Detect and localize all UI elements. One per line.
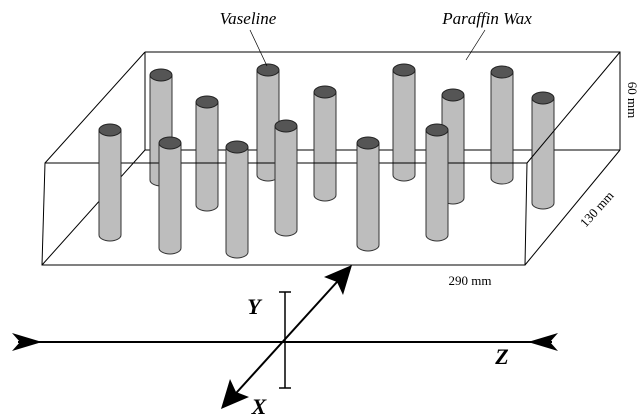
cylinder-top <box>425 123 449 137</box>
dimension: 130 mm <box>577 188 617 230</box>
axis-label: Z <box>494 344 508 369</box>
dimension: 290 mm <box>449 273 492 288</box>
cylinder <box>425 129 449 242</box>
axes <box>12 265 558 409</box>
cylinder-top <box>274 119 298 133</box>
cylinder-top <box>531 91 555 105</box>
cylinder-top <box>225 140 249 154</box>
cylinder <box>356 142 380 252</box>
cylinder <box>225 146 249 259</box>
axis-label: Y <box>247 294 263 319</box>
cylinder <box>158 142 182 255</box>
cylinder <box>392 69 416 182</box>
cylinders-back <box>149 63 555 212</box>
cylinder-top <box>149 68 173 82</box>
cylinder-top <box>256 63 280 77</box>
cylinder-top <box>98 123 122 137</box>
cylinder-top <box>392 63 416 77</box>
cylinder <box>490 71 514 185</box>
cylinder <box>531 97 555 210</box>
cylinder <box>313 91 337 202</box>
cylinder-top <box>158 136 182 150</box>
cylinder-top <box>356 136 380 150</box>
axis-label: X <box>251 394 268 417</box>
cylinder <box>274 125 298 237</box>
dimension: 60 mm <box>625 82 640 118</box>
label: Vaseline <box>220 9 277 28</box>
leader <box>249 29 268 67</box>
cylinder-top <box>490 65 514 79</box>
leader <box>465 29 486 61</box>
cylinder-top <box>313 85 337 99</box>
cylinder <box>98 129 122 242</box>
cylinder-top <box>441 88 465 102</box>
cylinder-top <box>195 95 219 109</box>
cylinders-front <box>98 119 449 259</box>
label: Paraffin Wax <box>441 9 532 28</box>
cylinder <box>195 101 219 212</box>
